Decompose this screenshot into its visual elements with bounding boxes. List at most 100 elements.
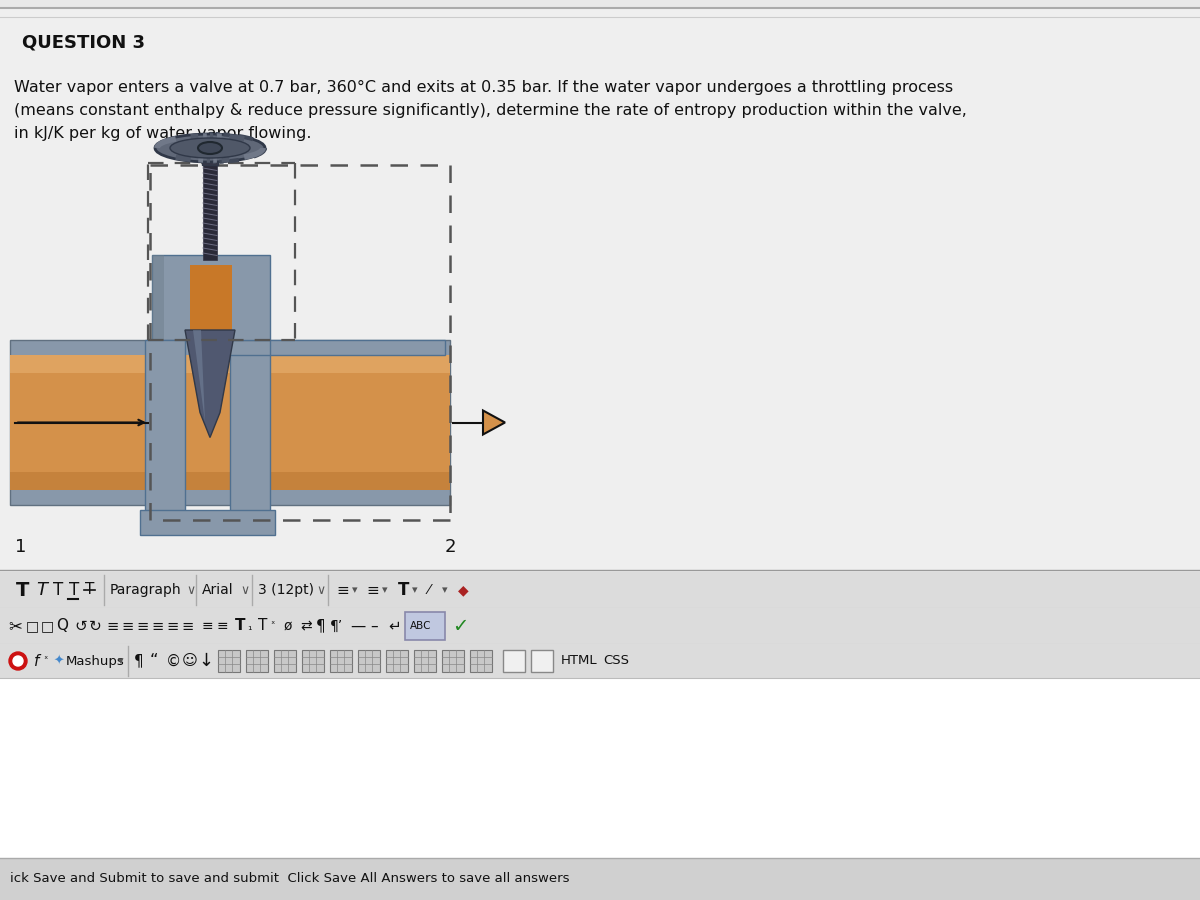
Text: ≡: ≡ bbox=[202, 619, 214, 633]
Circle shape bbox=[13, 656, 23, 666]
Text: in kJ/K per kg of water vapor flowing.: in kJ/K per kg of water vapor flowing. bbox=[14, 126, 312, 141]
Bar bbox=[302, 650, 324, 672]
Ellipse shape bbox=[198, 142, 222, 154]
Text: Water vapor enters a valve at 0.7 bar, 360°C and exits at 0.35 bar. If the water: Water vapor enters a valve at 0.7 bar, 3… bbox=[14, 80, 953, 95]
Polygon shape bbox=[482, 410, 505, 435]
Text: ▾: ▾ bbox=[118, 656, 124, 666]
Text: ≡: ≡ bbox=[181, 618, 193, 634]
Bar bbox=[10, 355, 450, 490]
Bar bbox=[0, 608, 1200, 644]
Bar bbox=[270, 340, 445, 355]
Text: ▾: ▾ bbox=[352, 585, 358, 595]
Bar bbox=[530, 650, 553, 672]
Text: ¶’: ¶’ bbox=[330, 619, 343, 633]
Bar bbox=[358, 650, 380, 672]
Text: ≡: ≡ bbox=[136, 618, 149, 634]
Text: ∨: ∨ bbox=[316, 583, 325, 597]
Text: ∨: ∨ bbox=[240, 583, 250, 597]
Bar bbox=[246, 650, 268, 672]
Text: ▾: ▾ bbox=[382, 585, 388, 595]
Text: ø: ø bbox=[284, 619, 293, 633]
Text: ick Save and Submit to save and submit  Click Save All Answers to save all answe: ick Save and Submit to save and submit C… bbox=[10, 872, 570, 886]
Text: Mashups: Mashups bbox=[66, 654, 125, 668]
Text: ↻: ↻ bbox=[89, 618, 102, 634]
Ellipse shape bbox=[155, 134, 265, 162]
Bar bbox=[442, 650, 464, 672]
Text: Arial: Arial bbox=[202, 583, 234, 597]
Text: ✂: ✂ bbox=[8, 617, 22, 635]
Text: 1: 1 bbox=[14, 538, 26, 556]
Text: T: T bbox=[36, 581, 47, 599]
Text: 3 (12pt): 3 (12pt) bbox=[258, 583, 314, 597]
Text: f: f bbox=[34, 653, 40, 669]
Text: ≡: ≡ bbox=[336, 582, 349, 598]
Text: ▾: ▾ bbox=[412, 585, 418, 595]
Bar bbox=[190, 265, 232, 335]
Text: ≡: ≡ bbox=[151, 618, 163, 634]
Text: ◆: ◆ bbox=[458, 583, 469, 597]
Text: ↓: ↓ bbox=[198, 652, 214, 670]
Bar bbox=[152, 255, 164, 340]
Text: T: T bbox=[16, 580, 29, 599]
Text: (means constant enthalpy & reduce pressure significantly), determine the rate of: (means constant enthalpy & reduce pressu… bbox=[14, 103, 967, 118]
Text: ¶: ¶ bbox=[316, 618, 325, 634]
Text: QUESTION 3: QUESTION 3 bbox=[22, 33, 145, 51]
Text: ⇄: ⇄ bbox=[300, 619, 312, 633]
Text: ¶: ¶ bbox=[134, 653, 144, 669]
Bar bbox=[0, 644, 1200, 678]
Bar bbox=[140, 510, 275, 535]
Bar bbox=[10, 355, 450, 373]
Text: 2: 2 bbox=[445, 538, 456, 556]
Text: □: □ bbox=[26, 619, 40, 633]
Bar bbox=[330, 650, 352, 672]
Bar bbox=[203, 165, 217, 260]
Text: –: – bbox=[370, 618, 378, 634]
Text: ₓ: ₓ bbox=[43, 651, 47, 661]
Text: ¹: ¹ bbox=[247, 626, 252, 636]
Ellipse shape bbox=[170, 138, 250, 158]
Text: Paragraph: Paragraph bbox=[110, 583, 181, 597]
Text: CSS: CSS bbox=[604, 654, 629, 668]
Circle shape bbox=[10, 652, 28, 670]
Text: ABC: ABC bbox=[410, 621, 432, 631]
Text: —: — bbox=[350, 618, 365, 634]
Text: T: T bbox=[235, 618, 246, 634]
Text: ☺: ☺ bbox=[182, 653, 198, 669]
Text: ∨: ∨ bbox=[186, 583, 196, 597]
FancyBboxPatch shape bbox=[406, 612, 445, 640]
Text: “: “ bbox=[150, 652, 158, 670]
Text: ✓: ✓ bbox=[452, 616, 468, 635]
Polygon shape bbox=[185, 330, 235, 437]
Text: □: □ bbox=[41, 619, 54, 633]
Text: T: T bbox=[258, 618, 268, 634]
Text: ₓ: ₓ bbox=[270, 616, 275, 626]
Text: T: T bbox=[85, 582, 95, 598]
Text: T: T bbox=[398, 581, 409, 599]
Text: ≡: ≡ bbox=[166, 618, 179, 634]
Text: ≡: ≡ bbox=[217, 619, 229, 633]
Bar bbox=[0, 678, 1200, 888]
Text: ⁄: ⁄ bbox=[428, 583, 431, 597]
Text: HTML: HTML bbox=[562, 654, 598, 668]
Bar bbox=[10, 340, 450, 505]
Text: T: T bbox=[70, 581, 79, 599]
Text: ↵: ↵ bbox=[388, 618, 401, 634]
Bar bbox=[0, 572, 1200, 608]
Text: ≡: ≡ bbox=[106, 618, 119, 634]
Bar bbox=[202, 150, 218, 165]
Text: ≡: ≡ bbox=[366, 582, 379, 598]
Bar bbox=[274, 650, 296, 672]
Text: ✦: ✦ bbox=[54, 654, 65, 668]
Text: ©: © bbox=[166, 653, 181, 669]
Text: Q: Q bbox=[56, 618, 68, 634]
Bar bbox=[386, 650, 408, 672]
Text: ≡: ≡ bbox=[121, 618, 133, 634]
Text: ▾: ▾ bbox=[442, 585, 448, 595]
Bar bbox=[152, 255, 270, 340]
Bar bbox=[470, 650, 492, 672]
Text: T: T bbox=[53, 581, 64, 599]
Polygon shape bbox=[190, 330, 205, 422]
Bar bbox=[145, 340, 185, 515]
Bar bbox=[0, 858, 1200, 900]
Text: ↺: ↺ bbox=[74, 618, 86, 634]
